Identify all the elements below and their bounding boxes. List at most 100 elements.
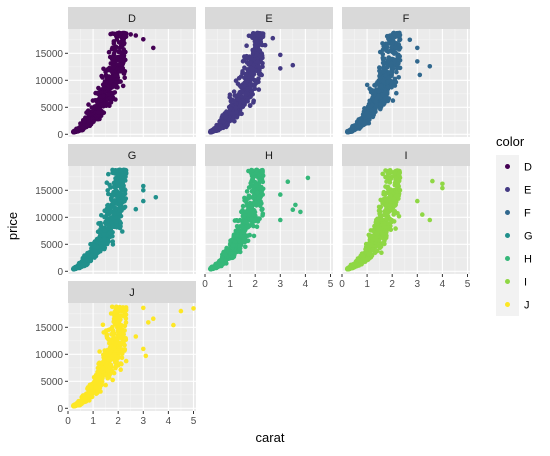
scatter-point xyxy=(107,182,112,188)
scatter-point xyxy=(305,175,311,181)
scatter-point xyxy=(246,62,251,67)
facet-strip xyxy=(205,7,333,29)
scatter-point xyxy=(380,60,386,66)
scatter-point xyxy=(384,33,390,39)
facet-strip-label: E xyxy=(265,13,272,25)
scatter-point xyxy=(91,119,96,124)
scatter-point xyxy=(112,198,117,203)
scatter-point xyxy=(254,168,259,173)
facet-panels: D E FG H IJ xyxy=(67,7,470,411)
scatter-point xyxy=(378,106,383,112)
scatter-point xyxy=(257,65,263,70)
scatter-point xyxy=(118,50,124,55)
scatter-points xyxy=(71,30,156,135)
scatter-point xyxy=(123,320,129,325)
scatter-point xyxy=(350,125,356,131)
scatter-point xyxy=(385,58,391,64)
scatter-point xyxy=(122,30,127,36)
scatter-point xyxy=(117,199,122,205)
scatter-point xyxy=(368,228,374,233)
scatter-point xyxy=(141,198,146,204)
scatter-point xyxy=(250,47,255,53)
scatter-point xyxy=(237,91,242,96)
facet-panel-G: G xyxy=(67,144,196,274)
scatter-point xyxy=(238,111,244,116)
scatter-point xyxy=(384,44,390,50)
scatter-point xyxy=(381,192,386,197)
scatter-point xyxy=(257,173,262,178)
scatter-points xyxy=(208,30,296,135)
scatter-point xyxy=(98,223,104,228)
scatter-point xyxy=(394,65,400,71)
scatter-point xyxy=(245,224,251,229)
scatter-point xyxy=(108,79,113,84)
scatter-point xyxy=(106,92,111,97)
scatter-point xyxy=(106,49,112,55)
scatter-point xyxy=(278,217,283,223)
scatter-point xyxy=(241,230,246,235)
scatter-point xyxy=(375,80,380,85)
scatter-point xyxy=(251,100,256,105)
scatter-point xyxy=(278,52,283,58)
scatter-point xyxy=(379,250,384,255)
scatter-point xyxy=(95,100,100,105)
scatter-point xyxy=(370,88,376,93)
facet-strip-label: I xyxy=(404,150,407,162)
scatter-point xyxy=(394,90,399,96)
scatter-point xyxy=(407,37,413,43)
scatter-point xyxy=(123,49,128,55)
scatter-point xyxy=(111,83,117,88)
scatter-point xyxy=(102,351,108,357)
scatter-point xyxy=(111,90,116,96)
scatter-point xyxy=(108,75,113,80)
scatter-point xyxy=(240,69,245,74)
scatter-point xyxy=(118,367,123,373)
scatter-point xyxy=(385,65,390,70)
scatter-point xyxy=(110,377,115,383)
scatter-point xyxy=(383,73,388,78)
scatter-point xyxy=(97,89,103,95)
scatter-point xyxy=(141,188,146,193)
scatter-point xyxy=(390,98,396,103)
scatter-point xyxy=(373,104,379,109)
scatter-point xyxy=(210,266,215,271)
scatter-point xyxy=(351,261,357,267)
scatter-point xyxy=(290,62,296,68)
scatter-point xyxy=(376,88,382,94)
scatter-point xyxy=(96,236,102,241)
scatter-point xyxy=(246,193,252,199)
scatter-point xyxy=(114,225,120,230)
scatter-point xyxy=(117,58,123,63)
scatter-point xyxy=(117,45,123,50)
scatter-point xyxy=(257,53,263,59)
scatter-point xyxy=(393,226,398,231)
scatter-point xyxy=(427,217,433,223)
scatter-point xyxy=(374,231,380,236)
scatter-point xyxy=(123,358,129,364)
scatter-point xyxy=(240,104,246,110)
scatter-point xyxy=(346,266,351,271)
scatter-point xyxy=(80,262,86,268)
scatter-point xyxy=(227,92,233,97)
scatter-point xyxy=(371,111,376,116)
scatter-point xyxy=(245,96,250,102)
scatter-point xyxy=(105,207,111,213)
scatter-point xyxy=(396,75,402,80)
scatter-point xyxy=(112,211,117,217)
scatter-point xyxy=(101,93,106,99)
scatter-point xyxy=(415,59,420,64)
scatter-point xyxy=(118,79,123,84)
scatter-point xyxy=(249,221,255,227)
scatter-point xyxy=(260,169,265,175)
scatter-point xyxy=(391,196,397,202)
scatter-point xyxy=(90,98,96,103)
scatter-point xyxy=(290,207,296,212)
scatter-point xyxy=(253,182,259,188)
scatter-point xyxy=(381,64,387,70)
scatter-point xyxy=(110,233,115,239)
scatter-point xyxy=(234,114,240,120)
scatter-point xyxy=(110,193,116,198)
scatter-point xyxy=(391,171,397,176)
scatter-point xyxy=(394,69,399,75)
scatter-point xyxy=(113,73,119,78)
